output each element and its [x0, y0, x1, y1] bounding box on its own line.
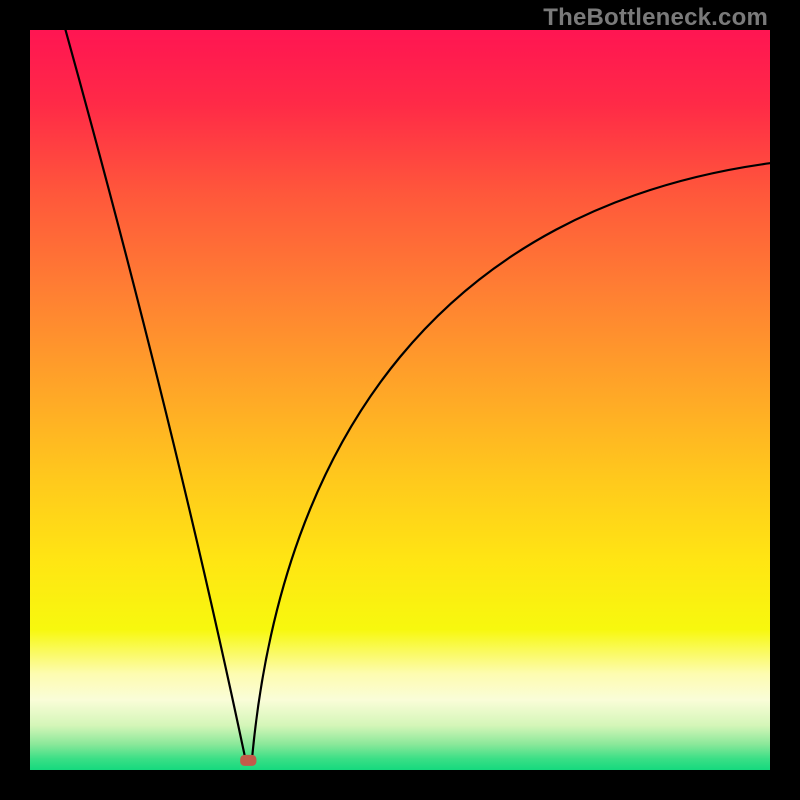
gradient-background	[30, 30, 770, 770]
minimum-marker	[240, 755, 256, 766]
plot-svg	[30, 30, 770, 770]
plot-area	[30, 30, 770, 770]
watermark-text: TheBottleneck.com	[543, 4, 768, 32]
chart-frame: TheBottleneck.com	[0, 0, 800, 800]
